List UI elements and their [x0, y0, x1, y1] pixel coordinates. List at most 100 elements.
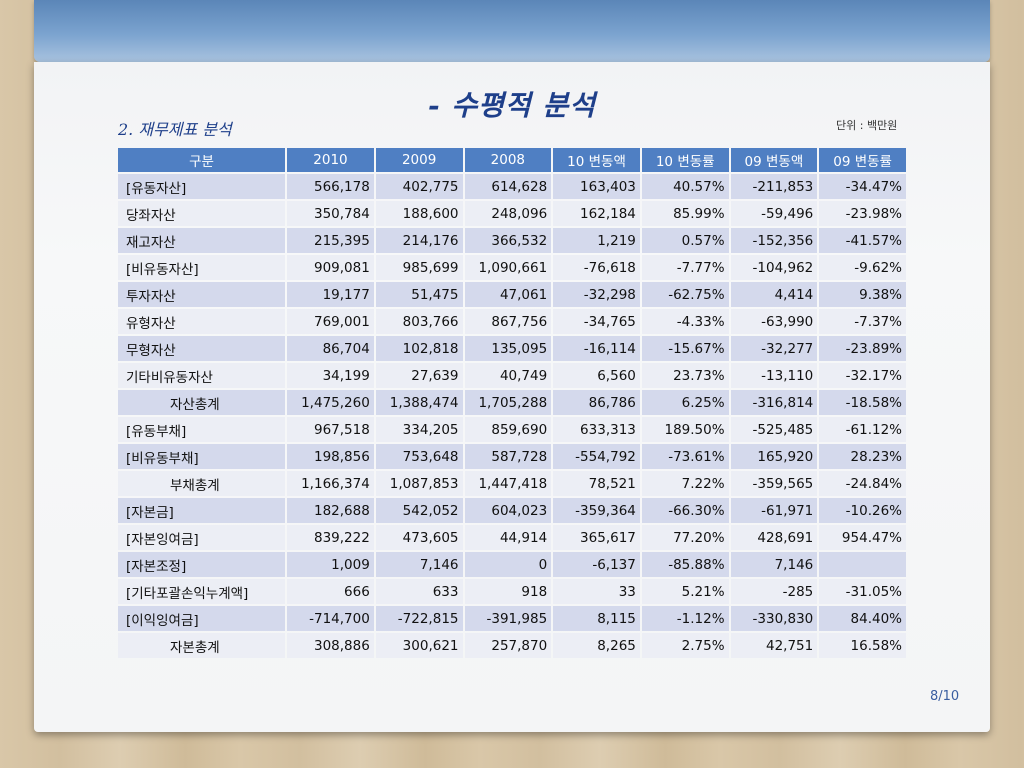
table-cell: 8,115: [553, 606, 640, 631]
table-cell: -104,962: [730, 255, 818, 280]
table-cell: 300,621: [375, 633, 463, 658]
table-cell: 44,914: [464, 525, 552, 550]
column-header: 2010: [287, 148, 374, 172]
row-label: [이익잉여금]: [118, 606, 286, 631]
table-cell: -34,765: [553, 309, 640, 334]
table-cell: 34,199: [287, 363, 374, 388]
table-cell: 215,395: [287, 228, 374, 253]
table-cell: -554,792: [553, 444, 640, 469]
table-cell: 473,605: [375, 525, 463, 550]
table-cell: -32.17%: [819, 363, 906, 388]
table-cell: 0.57%: [641, 228, 729, 253]
row-label: [자본잉여금]: [118, 525, 286, 550]
table-cell: -7.37%: [819, 309, 906, 334]
table-cell: 753,648: [375, 444, 463, 469]
table-cell: 1,166,374: [287, 471, 374, 496]
table-cell: 954.47%: [819, 525, 906, 550]
table-cell: -41.57%: [819, 228, 906, 253]
table-row: [자본조정] 1,009 7,146 0 -6,137 -85.88% 7,146: [118, 552, 906, 577]
table-cell: 248,096: [464, 201, 552, 226]
section-subtitle: 2. 재무제표 분석: [118, 120, 232, 139]
header-band: [34, 0, 990, 62]
table-cell: 1,087,853: [375, 471, 463, 496]
table-cell: 7,146: [730, 552, 818, 577]
table-cell: 587,728: [464, 444, 552, 469]
table-row: 투자자산 19,177 51,475 47,061 -32,298 -62.75% 4,41…: [118, 282, 906, 307]
table-cell: -62.75%: [641, 282, 729, 307]
table-cell: 633: [375, 579, 463, 604]
table-row: [비유동자산] 909,081 985,699 1,090,661 -76,618 -7.…: [118, 255, 906, 280]
table-cell: -63,990: [730, 309, 818, 334]
table-cell: 5.21%: [641, 579, 729, 604]
table-cell: 84.40%: [819, 606, 906, 631]
table-cell: 19,177: [287, 282, 374, 307]
table-cell: 542,052: [375, 498, 463, 523]
table-cell: -32,277: [730, 336, 818, 361]
table-cell: 182,688: [287, 498, 374, 523]
column-header: 구분: [118, 148, 286, 172]
row-label: 재고자산: [118, 228, 286, 253]
table-cell: -16,114: [553, 336, 640, 361]
table-cell: -359,364: [553, 498, 640, 523]
row-label: 당좌자산: [118, 201, 286, 226]
table-cell: -7.77%: [641, 255, 729, 280]
column-header: 2008: [464, 148, 552, 172]
column-header: 10 변동률: [641, 148, 729, 172]
table-cell: -152,356: [730, 228, 818, 253]
table-row: 기타비유동자산 34,199 27,639 40,749 6,560 23.73% -13,…: [118, 363, 906, 388]
row-label: 자산총계: [118, 390, 286, 415]
table-header-row: 구분 2010 2009 2008 10 변동액 10 변동률 09 변동액 09 변동률: [118, 148, 906, 172]
row-label: 무형자산: [118, 336, 286, 361]
row-label: 유형자산: [118, 309, 286, 334]
table-cell: 40,749: [464, 363, 552, 388]
table-cell: 365,617: [553, 525, 640, 550]
row-label: 자본총계: [118, 633, 286, 658]
table-cell: 189.50%: [641, 417, 729, 442]
row-label: [유동부채]: [118, 417, 286, 442]
table-cell: -32,298: [553, 282, 640, 307]
table-cell: 2.75%: [641, 633, 729, 658]
table-cell: -73.61%: [641, 444, 729, 469]
table-cell: -23.89%: [819, 336, 906, 361]
table-row: [이익잉여금] -714,700 -722,815 -391,985 8,115 -1.1…: [118, 606, 906, 631]
table-cell: 350,784: [287, 201, 374, 226]
table-cell: 1,388,474: [375, 390, 463, 415]
table-cell: 614,628: [464, 174, 552, 199]
table-cell: 102,818: [375, 336, 463, 361]
table-cell: -13,110: [730, 363, 818, 388]
table-cell: -18.58%: [819, 390, 906, 415]
table-cell: 402,775: [375, 174, 463, 199]
table-cell: -61,971: [730, 498, 818, 523]
table-cell: 162,184: [553, 201, 640, 226]
table-cell: -66.30%: [641, 498, 729, 523]
table-cell: 1,447,418: [464, 471, 552, 496]
table-cell: 7.22%: [641, 471, 729, 496]
table-cell: 859,690: [464, 417, 552, 442]
table-row: [자본금] 182,688 542,052 604,023 -359,364 -66.30…: [118, 498, 906, 523]
table-cell: -330,830: [730, 606, 818, 631]
table-row: 유형자산 769,001 803,766 867,756 -34,765 -4.33% -6…: [118, 309, 906, 334]
row-label: 투자자산: [118, 282, 286, 307]
table-cell: 604,023: [464, 498, 552, 523]
table-row: 재고자산 215,395 214,176 366,532 1,219 0.57% -152,…: [118, 228, 906, 253]
row-label: 기타비유동자산: [118, 363, 286, 388]
table-cell: 334,205: [375, 417, 463, 442]
table-cell: 769,001: [287, 309, 374, 334]
table-cell: -61.12%: [819, 417, 906, 442]
table-cell: 198,856: [287, 444, 374, 469]
row-label: 부채총계: [118, 471, 286, 496]
table-cell: -85.88%: [641, 552, 729, 577]
table-row: [유동부채] 967,518 334,205 859,690 633,313 189.50…: [118, 417, 906, 442]
table-cell: [819, 552, 906, 577]
table-cell: -15.67%: [641, 336, 729, 361]
table-cell: -10.26%: [819, 498, 906, 523]
table-cell: 85.99%: [641, 201, 729, 226]
table-cell: 6,560: [553, 363, 640, 388]
table-cell: 77.20%: [641, 525, 729, 550]
table-row: 자본총계 308,886 300,621 257,870 8,265 2.75% 42,75…: [118, 633, 906, 658]
table-row: 자산총계 1,475,260 1,388,474 1,705,288 86,786 6.2…: [118, 390, 906, 415]
table-cell: 1,705,288: [464, 390, 552, 415]
row-label: [비유동부채]: [118, 444, 286, 469]
table-cell: 51,475: [375, 282, 463, 307]
table-cell: 23.73%: [641, 363, 729, 388]
